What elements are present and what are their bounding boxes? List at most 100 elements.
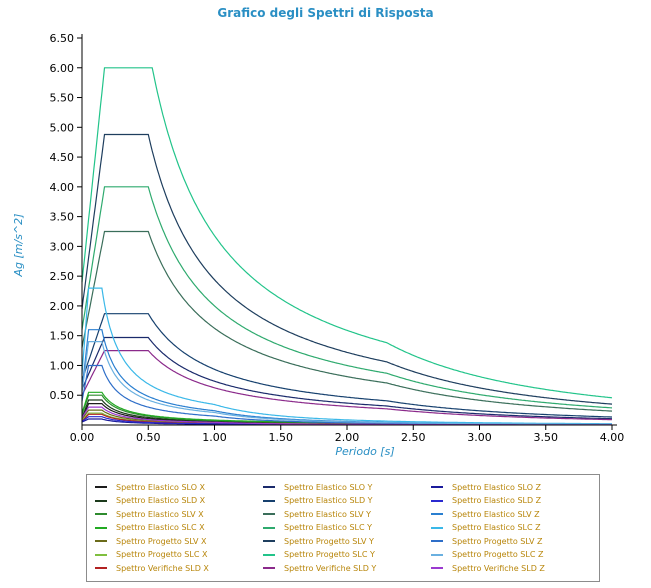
legend-label: Spettro Elastico SLD X	[116, 496, 206, 505]
legend-label: Spettro Elastico SLD Z	[452, 496, 542, 505]
legend-swatch	[431, 499, 443, 502]
legend-entry: Spettro Elastico SLC Z	[431, 522, 541, 534]
y-tick-label: 0.50	[50, 389, 75, 402]
legend-label: Spettro Elastico SLC X	[116, 523, 205, 532]
legend-entry: Spettro Progetto SLV Z	[431, 535, 542, 547]
legend-entry: Spettro Elastico SLD X	[95, 495, 205, 507]
legend-label: Spettro Elastico SLO Z	[452, 482, 542, 492]
y-tick-label: 2.50	[50, 270, 75, 283]
series-line-10	[81, 230, 613, 412]
y-tick-label: 2.00	[50, 300, 75, 313]
y-tick-label: 3.50	[50, 211, 75, 224]
legend-swatch	[263, 526, 275, 529]
legend: Spettro Elastico SLO X Spettro Elastico S…	[86, 474, 600, 582]
legend-swatch	[95, 513, 107, 515]
series-line-14	[81, 350, 613, 421]
legend-swatch	[95, 499, 107, 502]
legend-entry: Spettro Elastico SLV Z	[431, 508, 540, 520]
x-tick-label: 0.00	[70, 431, 95, 444]
y-tick-label: 1.00	[50, 359, 75, 372]
legend-swatch	[263, 540, 275, 542]
series-line-13	[81, 67, 613, 399]
series-line-18	[81, 287, 612, 425]
legend-entry: Spettro Elastico SLO Y	[263, 481, 372, 493]
legend-label: Spettro Elastico SLO X	[116, 482, 206, 492]
legend-swatch	[263, 553, 275, 556]
y-tick-label: 5.50	[50, 92, 75, 105]
series-lines	[81, 67, 613, 426]
x-tick-label: 0.50	[136, 431, 161, 444]
x-tick-label: 3.00	[467, 431, 492, 444]
legend-swatch	[431, 553, 443, 556]
legend-swatch	[95, 526, 107, 529]
y-tick-label: 1.50	[50, 330, 75, 343]
y-tick-label: 5.00	[50, 121, 75, 134]
legend-entry: Spettro Verifiche SLD Z	[431, 562, 545, 574]
legend-entry: Spettro Progetto SLC X	[95, 549, 207, 561]
legend-entry: Spettro Elastico SLV X	[95, 508, 204, 520]
legend-swatch	[95, 486, 107, 488]
legend-swatch	[263, 499, 275, 502]
legend-label: Spettro Elastico SLV Z	[452, 509, 540, 519]
legend-label: Spettro Progetto SLV Z	[452, 536, 543, 546]
series-line-8	[81, 336, 612, 420]
legend-swatch	[263, 567, 275, 569]
legend-label: Spettro Elastico SLV X	[116, 509, 204, 519]
x-tick-label: 2.00	[335, 431, 360, 444]
legend-entry: Spettro Elastico SLD Z	[431, 495, 541, 507]
y-tick-label: 6.50	[50, 32, 75, 45]
series-line-9	[81, 313, 612, 418]
x-tick-label: 4.00	[600, 431, 625, 444]
series-line-19	[81, 364, 612, 425]
legend-swatch	[95, 540, 107, 542]
x-tick-label: 3.50	[534, 431, 559, 444]
legend-entry: Spettro Verifiche SLD X	[95, 562, 209, 574]
legend-entry: Spettro Verifiche SLD Y	[263, 562, 376, 574]
legend-entry: Spettro Elastico SLO Z	[431, 481, 541, 493]
legend-swatch	[263, 486, 275, 488]
spectra-plot: 0.50 1.00 1.50 2.00 2.50 3.00 3.50 4.00 4.50 5.00…	[12, 32, 625, 458]
legend-label: Spettro Verifiche SLD X	[116, 563, 209, 573]
series-line-12	[81, 133, 613, 405]
legend-entry: Spettro Progetto SLC Y	[263, 549, 375, 561]
legend-label: Spettro Verifiche SLD Z	[452, 563, 545, 573]
legend-entry: Spettro Elastico SLV Y	[263, 508, 371, 520]
legend-label: Spettro Progetto SLC X	[116, 550, 208, 559]
legend-entry: Spettro Elastico SLC X	[95, 522, 205, 534]
series-line-11	[81, 186, 613, 409]
x-tick-label: 2.50	[401, 431, 426, 444]
legend-swatch	[95, 553, 107, 556]
x-tick-label: 1.00	[202, 431, 227, 444]
legend-swatch	[431, 567, 443, 569]
legend-entry: Spettro Progetto SLV X	[95, 535, 206, 547]
y-tick-label: 4.00	[50, 181, 75, 194]
legend-entry: Spettro Progetto SLV Y	[263, 535, 374, 547]
legend-label: Spettro Elastico SLC Z	[452, 523, 541, 532]
x-tick-label: 1.50	[269, 431, 294, 444]
legend-swatch	[263, 513, 275, 515]
legend-label: Spettro Progetto SLV Y	[284, 536, 374, 546]
legend-swatch	[431, 526, 443, 529]
y-tick-label: 6.00	[50, 62, 75, 75]
legend-entry: Spettro Elastico SLD Y	[263, 495, 373, 507]
legend-entry: Spettro Progetto SLC Z	[431, 549, 543, 561]
legend-label: Spettro Elastico SLC Y	[284, 523, 372, 532]
legend-label: Spettro Verifiche SLD Y	[284, 563, 377, 573]
legend-label: Spettro Elastico SLO Y	[284, 482, 373, 492]
legend-label: Spettro Progetto SLC Y	[284, 550, 375, 559]
legend-label: Spettro Progetto SLV X	[116, 536, 207, 546]
legend-label: Spettro Elastico SLD Y	[284, 496, 373, 505]
y-axis-label: Ag [m/s^2]	[12, 214, 25, 278]
legend-swatch	[431, 540, 443, 542]
legend-label: Spettro Progetto SLC Z	[452, 550, 544, 559]
y-tick-label: 4.50	[50, 151, 75, 164]
legend-swatch	[95, 567, 107, 569]
x-axis-label: Periodo [s]	[335, 445, 394, 458]
axis-ticks: 0.50 1.00 1.50 2.00 2.50 3.00 3.50 4.00 4.50 5.00…	[50, 32, 625, 444]
chart-title: Grafico degli Spettri di Risposta	[217, 6, 434, 20]
legend-entry: Spettro Elastico SLO X	[95, 481, 205, 493]
legend-swatch	[431, 513, 443, 515]
y-tick-label: 3.00	[50, 240, 75, 253]
series-line-20	[81, 341, 612, 425]
legend-label: Spettro Elastico SLV Y	[284, 509, 372, 519]
